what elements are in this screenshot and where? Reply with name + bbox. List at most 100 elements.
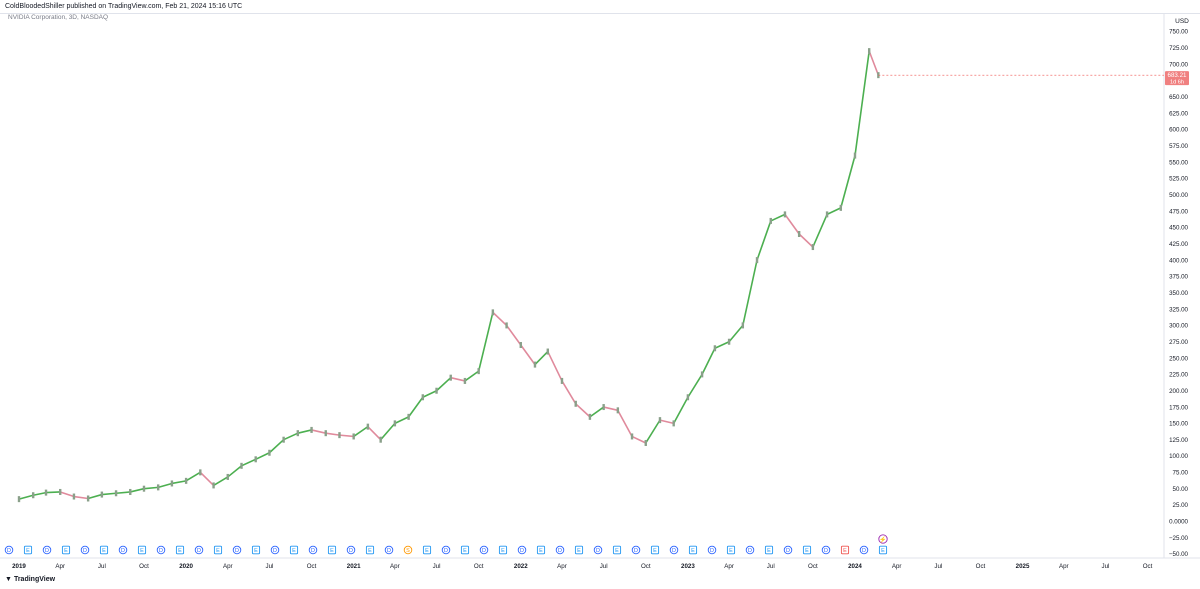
- price-segment: [367, 425, 382, 441]
- event-letter: D: [273, 548, 277, 554]
- earnings-event-icon[interactable]: [213, 545, 223, 555]
- split-event-icon[interactable]: [403, 545, 413, 555]
- dividend-event-icon[interactable]: [783, 545, 793, 555]
- earnings-event-icon[interactable]: [878, 545, 888, 555]
- dividend-event-icon[interactable]: [821, 545, 831, 555]
- earnings-event-icon[interactable]: [840, 545, 850, 555]
- price-point: [212, 482, 215, 489]
- event-letter: D: [672, 548, 676, 554]
- price-point: [240, 462, 243, 469]
- dividend-event-icon[interactable]: [555, 545, 565, 555]
- dividend-event-icon[interactable]: [42, 545, 52, 555]
- price-point: [811, 244, 815, 251]
- earnings-event-icon[interactable]: [460, 545, 470, 555]
- earnings-event-icon[interactable]: [422, 545, 432, 555]
- y-tick-label: 650.00: [1169, 94, 1188, 101]
- event-letter: D: [7, 548, 11, 554]
- y-tick-label: 400.00: [1169, 257, 1188, 264]
- dividend-event-icon[interactable]: [346, 545, 356, 555]
- price-point: [435, 387, 438, 394]
- event-letter: E: [64, 548, 68, 554]
- dividend-event-icon[interactable]: [517, 545, 527, 555]
- earnings-event-icon[interactable]: [498, 545, 508, 555]
- dividend-event-icon[interactable]: [4, 545, 14, 555]
- event-letter: E: [178, 548, 182, 554]
- event-letter: D: [45, 548, 49, 554]
- x-tick-label: 2019: [12, 563, 26, 570]
- earnings-event-icon[interactable]: [23, 545, 33, 555]
- y-tick-label: 500.00: [1169, 192, 1188, 199]
- price-segment: [101, 492, 117, 496]
- dividend-event-icon[interactable]: [631, 545, 641, 555]
- dividend-event-icon[interactable]: [707, 545, 717, 555]
- lightning-event-icon[interactable]: [878, 534, 888, 544]
- event-letter: E: [653, 548, 657, 554]
- y-tick-label: 725.00: [1169, 45, 1188, 52]
- dividend-event-icon[interactable]: [479, 545, 489, 555]
- earnings-event-icon[interactable]: [536, 545, 546, 555]
- event-letter: D: [159, 548, 163, 554]
- price-point: [338, 432, 341, 439]
- x-tick-label: Apr: [892, 563, 902, 570]
- earnings-event-icon[interactable]: [289, 545, 299, 555]
- dividend-event-icon[interactable]: [156, 545, 166, 555]
- price-point: [644, 439, 647, 446]
- earnings-event-icon[interactable]: [650, 545, 660, 555]
- dividend-event-icon[interactable]: [859, 545, 869, 555]
- earnings-event-icon[interactable]: [688, 545, 698, 555]
- earnings-event-icon[interactable]: [365, 545, 375, 555]
- dividend-event-icon[interactable]: [745, 545, 755, 555]
- footer: ▼ TradingView: [0, 573, 1200, 589]
- x-tick-label: Oct: [307, 563, 317, 570]
- publisher-line: ColdBloodedShiller published on TradingV…: [5, 3, 243, 10]
- price-point: [630, 433, 634, 440]
- earnings-event-icon[interactable]: [61, 545, 71, 555]
- price-segment: [546, 350, 563, 382]
- earnings-event-icon[interactable]: [764, 545, 774, 555]
- earnings-event-icon[interactable]: [137, 545, 147, 555]
- price-point: [352, 433, 355, 440]
- earnings-event-icon[interactable]: [574, 545, 584, 555]
- price-point: [282, 436, 285, 443]
- dividend-event-icon[interactable]: [118, 545, 128, 555]
- dividend-event-icon[interactable]: [441, 545, 451, 555]
- y-tick-label: 525.00: [1169, 176, 1188, 183]
- x-tick-label: 2021: [347, 563, 361, 570]
- price-point: [170, 480, 174, 487]
- price-point: [379, 436, 382, 443]
- dividend-event-icon[interactable]: [593, 545, 603, 555]
- event-letter: D: [83, 548, 87, 554]
- price-segment: [157, 482, 173, 489]
- dividend-event-icon[interactable]: [384, 545, 394, 555]
- event-letter: D: [387, 548, 391, 554]
- dividend-event-icon[interactable]: [232, 545, 242, 555]
- earnings-event-icon[interactable]: [327, 545, 337, 555]
- earnings-event-icon[interactable]: [802, 545, 812, 555]
- dividend-event-icon[interactable]: [270, 545, 280, 555]
- earnings-event-icon[interactable]: [175, 545, 185, 555]
- price-segment: [143, 486, 159, 490]
- dividend-event-icon[interactable]: [308, 545, 318, 555]
- price-segment: [407, 396, 424, 418]
- price-point: [393, 420, 397, 427]
- dividend-event-icon[interactable]: [669, 545, 679, 555]
- earnings-event-icon[interactable]: [726, 545, 736, 555]
- price-point: [477, 368, 480, 375]
- event-letter: D: [862, 548, 866, 554]
- earnings-event-icon[interactable]: [251, 545, 261, 555]
- price-segment: [212, 476, 229, 487]
- price-point: [533, 361, 537, 368]
- earnings-event-icon[interactable]: [99, 545, 109, 555]
- dividend-event-icon[interactable]: [80, 545, 90, 555]
- event-letter: E: [843, 548, 847, 554]
- price-point: [199, 469, 202, 476]
- price-chart[interactable]: USD750.00725.00700.00675.00650.00625.006…: [0, 13, 1200, 573]
- x-tick-label: Jul: [934, 563, 942, 570]
- dividend-event-icon[interactable]: [194, 545, 204, 555]
- earnings-event-icon[interactable]: [612, 545, 622, 555]
- price-point: [797, 230, 801, 237]
- y-tick-label: 250.00: [1169, 355, 1188, 362]
- price-point: [825, 211, 829, 218]
- tradingview-logo[interactable]: ▼ TradingView: [5, 576, 55, 583]
- x-tick-label: Apr: [390, 563, 400, 570]
